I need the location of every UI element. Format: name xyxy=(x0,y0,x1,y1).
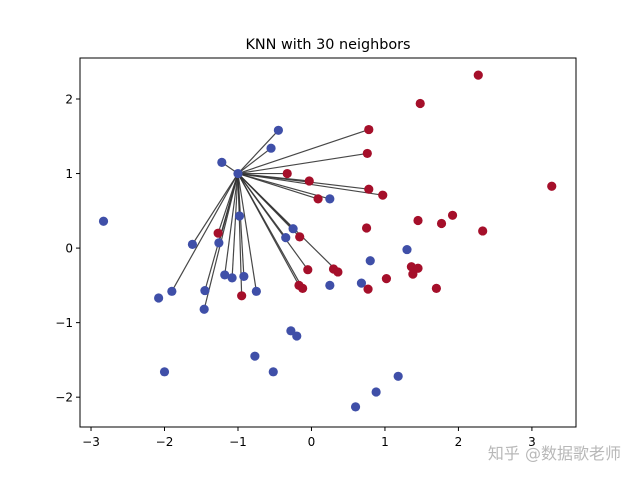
data-point-blue xyxy=(154,293,164,303)
neighbor-line xyxy=(237,173,309,271)
data-point-red xyxy=(282,168,292,179)
data-point-red xyxy=(431,283,441,293)
neighbor-line xyxy=(224,173,239,276)
data-point-red xyxy=(361,223,372,233)
y-tick-label: −1 xyxy=(55,316,73,330)
data-point-blue xyxy=(251,286,261,296)
data-point-red xyxy=(237,291,247,301)
data-point-blue xyxy=(393,371,403,381)
data-point-red xyxy=(313,194,323,204)
data-point-blue xyxy=(220,270,230,280)
data-point-red xyxy=(478,226,488,236)
neighbor-line xyxy=(237,173,339,273)
data-point-blue xyxy=(227,273,237,283)
neighbor-line xyxy=(237,172,330,200)
x-tick-label: −2 xyxy=(156,435,174,449)
data-point-blue xyxy=(281,233,291,243)
neighbor-line xyxy=(171,173,239,292)
data-point-red xyxy=(298,283,308,293)
data-point-red xyxy=(378,190,388,200)
data-point-blue xyxy=(233,168,243,179)
data-point-blue xyxy=(350,402,361,412)
data-point-red xyxy=(547,181,557,191)
data-point-blue xyxy=(234,211,245,221)
data-point-blue xyxy=(325,194,335,204)
neighbor-line xyxy=(231,173,239,278)
neighbor-line xyxy=(237,172,369,190)
data-point-blue xyxy=(286,326,296,336)
data-point-red xyxy=(473,70,483,80)
data-points xyxy=(98,70,557,412)
data-point-blue xyxy=(288,224,298,234)
data-point-blue xyxy=(200,285,210,296)
y-tick-label: 1 xyxy=(65,167,73,181)
data-point-blue xyxy=(214,238,224,248)
neighbor-line xyxy=(191,173,239,245)
data-point-blue xyxy=(292,331,302,341)
neighbor-line xyxy=(237,152,368,175)
data-point-red xyxy=(415,98,425,109)
neighbor-line xyxy=(237,147,272,175)
data-point-red xyxy=(363,284,373,294)
data-point-red xyxy=(295,232,305,242)
data-point-blue xyxy=(371,387,381,397)
x-tick-label: −1 xyxy=(229,435,247,449)
data-point-blue xyxy=(266,143,276,153)
data-point-blue xyxy=(250,351,260,361)
data-point-blue xyxy=(239,271,249,282)
y-axis: −2 −1 0 1 2 xyxy=(55,93,80,405)
x-tick-label: 0 xyxy=(308,435,316,449)
neighbor-line xyxy=(237,128,369,175)
neighbor-line xyxy=(237,173,304,289)
data-point-blue xyxy=(356,278,367,288)
x-tick-label: −3 xyxy=(82,435,100,449)
data-point-blue xyxy=(402,244,412,255)
data-point-red xyxy=(413,215,423,226)
data-point-red xyxy=(364,124,374,135)
data-point-blue xyxy=(365,256,375,266)
data-point-red xyxy=(408,269,418,279)
data-point-blue xyxy=(167,286,177,296)
data-point-red xyxy=(381,274,392,284)
neighbor-line xyxy=(237,173,257,292)
data-point-blue xyxy=(98,216,109,226)
data-point-blue xyxy=(159,367,170,377)
plot-area xyxy=(98,70,557,412)
chart-title: KNN with 30 neighbors xyxy=(245,37,410,53)
y-tick-label: 0 xyxy=(65,242,73,256)
data-point-blue xyxy=(268,367,278,377)
y-tick-label: −2 xyxy=(55,391,73,405)
watermark: 知乎 @数据歌老师 xyxy=(488,444,621,463)
x-tick-label: 1 xyxy=(381,435,389,449)
y-tick-label: 2 xyxy=(65,93,73,107)
data-point-red xyxy=(362,148,372,159)
neighbor-line xyxy=(237,129,279,174)
x-tick-label: 3 xyxy=(528,435,536,449)
data-point-red xyxy=(436,218,447,229)
x-tick-label: 2 xyxy=(455,435,463,449)
data-point-blue xyxy=(199,304,209,314)
data-point-blue xyxy=(325,280,335,290)
x-axis: −3 −2 −1 0 1 2 3 xyxy=(82,427,536,449)
plot-frame xyxy=(79,57,577,428)
data-point-red xyxy=(364,184,374,194)
data-point-red xyxy=(413,263,423,273)
data-point-red xyxy=(333,267,343,277)
data-point-blue xyxy=(187,239,198,249)
data-point-blue xyxy=(273,125,283,135)
data-point-red xyxy=(447,210,458,220)
data-point-red xyxy=(213,228,223,238)
data-point-red xyxy=(303,265,313,275)
data-point-red xyxy=(304,176,314,186)
data-point-blue xyxy=(217,157,227,167)
